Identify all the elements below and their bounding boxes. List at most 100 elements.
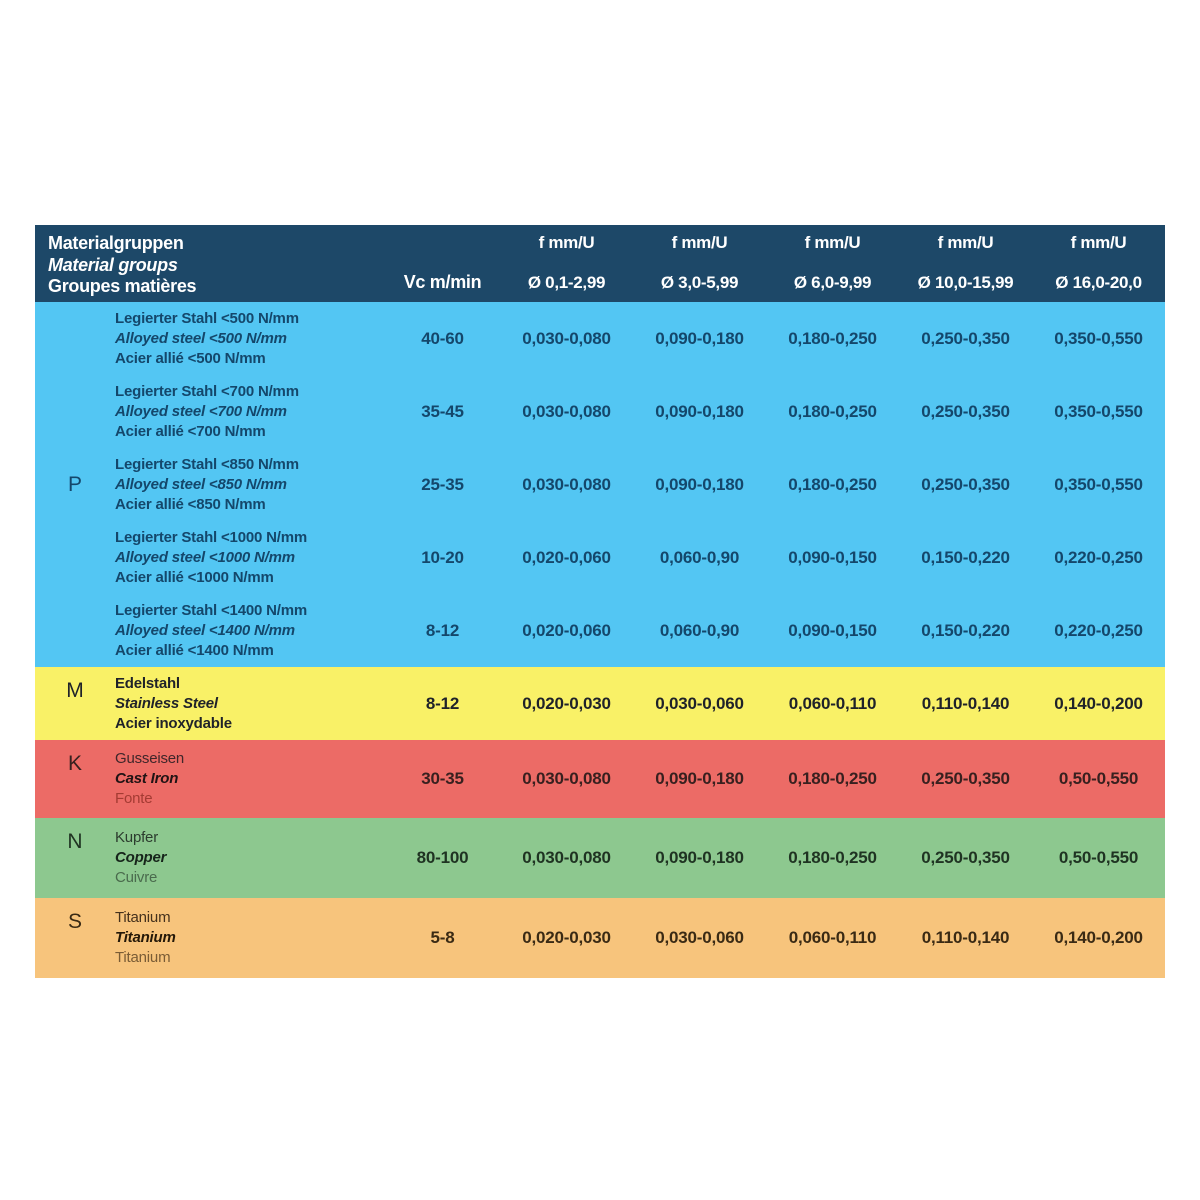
feed-value: 0,030-0,080 <box>522 848 611 867</box>
f-unit-label: f mm/U <box>671 233 728 252</box>
feed-value: 0,090-0,180 <box>655 474 744 494</box>
material-name: Titanium Titanium Titanium <box>115 909 176 966</box>
header-f-col-3: f mm/U Ø 6,0-9,99 <box>766 225 899 302</box>
vc-value: 80-100 <box>416 848 469 867</box>
section-s-titanium: S Titanium Titanium Titanium 5-8 0,020-0… <box>35 898 1165 978</box>
group-letter-s: S <box>67 910 82 933</box>
feed-value: 0,150-0,220 <box>921 547 1010 567</box>
table-row: Legierter Stahl <1400 N/mm Alloyed steel… <box>35 594 1165 667</box>
group-letter-n: N <box>67 830 83 853</box>
table-row: Edelstahl Stainless Steel Acier inoxydab… <box>35 667 1165 740</box>
table-header: Materialgruppen Material groups Groupes … <box>35 225 1165 302</box>
header-vc: Vc m/min <box>403 272 482 292</box>
material-name: Legierter Stahl <500 N/mm Alloyed steel … <box>115 309 299 367</box>
feed-value: 0,090-0,150 <box>788 547 877 567</box>
vc-value: 8-12 <box>425 693 460 713</box>
feed-value: 0,180-0,250 <box>788 474 877 494</box>
group-letter-p: P <box>67 472 82 496</box>
f-unit-label: f mm/U <box>1070 233 1127 252</box>
vc-value: 10-20 <box>421 547 464 567</box>
material-name: Legierter Stahl <1000 N/mm Alloyed steel… <box>115 528 307 586</box>
feed-value: 0,060-0,90 <box>659 547 740 567</box>
section-n-copper: N Kupfer Copper Cuivre 80-100 0,030-0,08… <box>35 818 1165 898</box>
feed-value: 0,090-0,180 <box>655 401 744 421</box>
table-row: Legierter Stahl <850 N/mm Alloyed steel … <box>35 448 1165 521</box>
diameter-range-5: Ø 16,0-20,0 <box>1055 273 1142 292</box>
header-f-col-4: f mm/U Ø 10,0-15,99 <box>899 225 1032 302</box>
feed-value: 0,090-0,180 <box>655 328 744 348</box>
table-row: Titanium Titanium Titanium 5-8 0,020-0,0… <box>35 898 1165 978</box>
feed-value: 0,140-0,200 <box>1054 693 1143 713</box>
feed-value: 0,110-0,140 <box>921 928 1010 947</box>
feed-value: 0,110-0,140 <box>921 693 1010 713</box>
diameter-range-2: Ø 3,0-5,99 <box>660 273 739 292</box>
feed-value: 0,090-0,150 <box>788 620 877 640</box>
feed-value: 0,220-0,250 <box>1054 620 1143 640</box>
feed-value: 0,180-0,250 <box>788 328 877 348</box>
material-name: Gusseisen Cast Iron Fonte <box>115 750 185 807</box>
feed-value: 0,030-0,080 <box>522 474 611 494</box>
material-name: Legierter Stahl <700 N/mm Alloyed steel … <box>115 382 299 440</box>
feed-value: 0,150-0,220 <box>921 620 1010 640</box>
feed-value: 0,180-0,250 <box>788 848 877 867</box>
vc-value: 5-8 <box>430 928 455 947</box>
table-row: Gusseisen Cast Iron Fonte 30-35 0,030-0,… <box>35 740 1165 818</box>
section-m-stainless: M Edelstahl Stainless Steel Acier inoxyd… <box>35 667 1165 740</box>
feed-value: 0,090-0,180 <box>655 769 744 788</box>
header-material-fr: Groupes matières <box>48 276 197 296</box>
table-row: Kupfer Copper Cuivre 80-100 0,030-0,080 … <box>35 818 1165 898</box>
material-name: Legierter Stahl <850 N/mm Alloyed steel … <box>115 455 299 513</box>
material-name: Kupfer Copper Cuivre <box>115 829 167 886</box>
feed-value: 0,060-0,90 <box>659 620 740 640</box>
section-k-cast-iron: K Gusseisen Cast Iron Fonte 30-35 0,030-… <box>35 740 1165 818</box>
table-row: Legierter Stahl <1000 N/mm Alloyed steel… <box>35 521 1165 594</box>
feed-value: 0,250-0,350 <box>921 848 1010 867</box>
feed-rate-table: Materialgruppen Material groups Groupes … <box>35 225 1165 978</box>
feed-value: 0,030-0,060 <box>655 693 744 713</box>
feed-value: 0,350-0,550 <box>1054 474 1143 494</box>
vc-value: 8-12 <box>425 620 460 640</box>
feed-value: 0,250-0,350 <box>921 401 1010 421</box>
feed-value: 0,020-0,030 <box>522 693 611 713</box>
material-name: Legierter Stahl <1400 N/mm Alloyed steel… <box>115 601 307 659</box>
f-unit-label: f mm/U <box>538 233 595 252</box>
diameter-range-1: Ø 0,1-2,99 <box>527 273 606 292</box>
feed-value: 0,250-0,350 <box>921 474 1010 494</box>
diameter-range-3: Ø 6,0-9,99 <box>793 273 872 292</box>
feed-value: 0,350-0,550 <box>1054 328 1143 348</box>
feed-value: 0,090-0,180 <box>655 848 744 867</box>
header-material-en: Material groups <box>48 254 178 275</box>
feed-value: 0,180-0,250 <box>788 769 877 788</box>
feed-value: 0,250-0,350 <box>921 328 1010 348</box>
feed-value: 0,060-0,110 <box>788 928 877 947</box>
header-material-groups: Materialgruppen Material groups Groupes … <box>35 225 385 302</box>
table-row: Legierter Stahl <500 N/mm Alloyed steel … <box>35 302 1165 375</box>
header-material-de: Materialgruppen <box>48 233 184 253</box>
vc-value: 40-60 <box>421 328 464 348</box>
feed-value: 0,220-0,250 <box>1054 547 1143 567</box>
vc-value: 35-45 <box>421 401 464 421</box>
feed-value: 0,030-0,080 <box>522 401 611 421</box>
vc-value: 30-35 <box>421 769 464 788</box>
f-unit-label: f mm/U <box>804 233 861 252</box>
feed-value: 0,060-0,110 <box>788 693 877 713</box>
feed-value: 0,020-0,060 <box>522 547 611 567</box>
header-f-col-2: f mm/U Ø 3,0-5,99 <box>633 225 766 302</box>
feed-value: 0,250-0,350 <box>921 769 1010 788</box>
feed-value: 0,50-0,550 <box>1058 769 1139 788</box>
header-f-col-5: f mm/U Ø 16,0-20,0 <box>1032 225 1165 302</box>
feed-value: 0,030-0,080 <box>522 328 611 348</box>
feed-value: 0,030-0,080 <box>522 769 611 788</box>
material-name: Edelstahl Stainless Steel Acier inoxydab… <box>115 674 232 732</box>
f-unit-label: f mm/U <box>937 233 994 252</box>
feed-value: 0,180-0,250 <box>788 401 877 421</box>
section-p-steel: P Legierter Stahl <500 N/mm Alloyed stee… <box>35 302 1165 667</box>
table-row: Legierter Stahl <700 N/mm Alloyed steel … <box>35 375 1165 448</box>
group-letter-m: M <box>66 679 84 702</box>
header-f-col-1: f mm/U Ø 0,1-2,99 <box>500 225 633 302</box>
feed-value: 0,020-0,030 <box>522 928 611 947</box>
group-letter-k: K <box>67 752 82 775</box>
feed-value: 0,030-0,060 <box>655 928 744 947</box>
vc-value: 25-35 <box>421 474 464 494</box>
diameter-range-4: Ø 10,0-15,99 <box>917 273 1014 292</box>
